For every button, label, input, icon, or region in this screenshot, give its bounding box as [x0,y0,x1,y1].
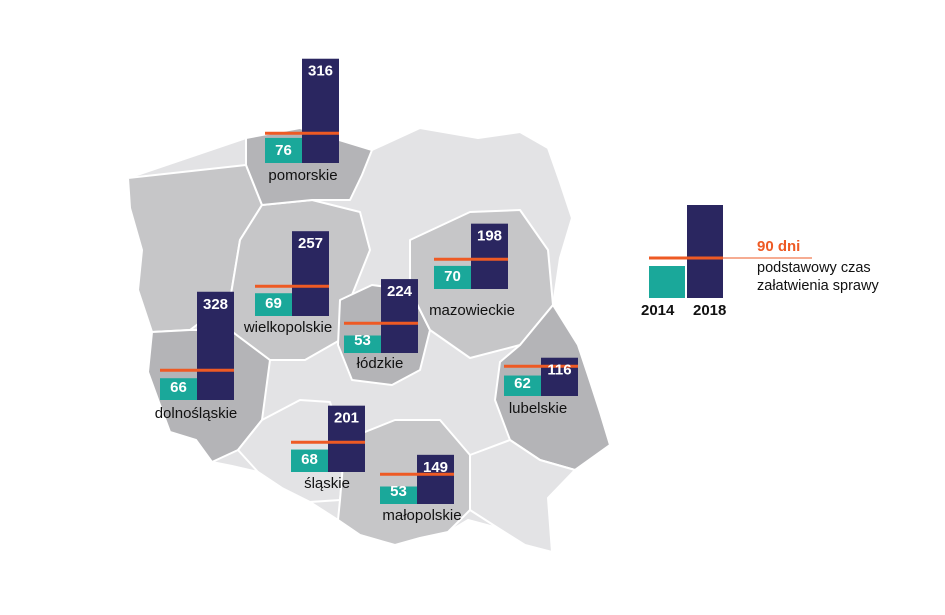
value-2014-łódzkie: 53 [354,332,371,349]
bar-2018-mazowieckie [471,223,508,289]
region-group-małopolskie: 53 149 małopolskie [380,454,462,524]
bar-2018-łódzkie [381,279,418,353]
bar-2018-śląskie [328,405,365,472]
legend-year-2018: 2018 [693,302,726,319]
region-label-małopolskie: małopolskie [382,507,461,524]
region-group-pomorskie: 76 316 pomorskie [265,58,339,184]
value-2018-lubelskie: 116 [547,362,571,379]
bar-2014-dolnośląskie [160,378,197,400]
region-malopolskie [337,419,471,546]
bar-2018-małopolskie [417,454,454,504]
legend-reference-desc-line1: podstawowy czas [757,260,871,276]
value-2018-dolnośląskie: 328 [203,296,228,313]
value-2018-łódzkie: 224 [387,283,413,300]
value-2018-śląskie: 201 [334,410,359,427]
value-2014-małopolskie: 53 [390,483,407,500]
region-podkarpackie [469,439,576,553]
region-group-mazowieckie: 70 198 mazowieckie [429,223,515,319]
region-group-dolnośląskie: 66 328 dolnośląskie [155,291,238,422]
bar-2014-pomorskie [265,137,302,163]
bar-2018-wielkopolskie [292,231,329,316]
legend-year-2014: 2014 [641,302,675,319]
region-bars: 76 316 pomorskie 69 257 wielkopolskie 66 328 dol… [155,58,578,524]
region-group-śląskie: 68 201 śląskie [291,405,365,492]
value-2014-pomorskie: 76 [275,142,292,159]
region-group-wielkopolskie: 69 257 wielkopolskie [243,231,332,336]
region-label-pomorskie: pomorskie [268,167,337,184]
region-group-lubelskie: 62 116 lubelskie [504,357,578,417]
value-2014-mazowieckie: 70 [444,268,461,285]
region-label-łódzkie: łódzkie [357,355,404,372]
bar-2014-lubelskie [504,375,541,396]
bar-2014-mazowieckie [434,265,471,289]
region-label-mazowieckie: mazowieckie [429,302,515,319]
legend-bar-2014 [649,266,685,298]
value-2018-wielkopolskie: 257 [298,235,323,252]
bar-2014-łódzkie [344,335,381,353]
legend-reference-label: 90 dni [757,238,800,255]
bar-2018-lubelskie [541,357,578,396]
region-label-lubelskie: lubelskie [509,400,567,417]
value-2014-śląskie: 68 [301,451,318,468]
legend-reference-desc-line2: załatwienia sprawy [757,278,879,294]
bar-2014-wielkopolskie [255,293,292,316]
region-label-śląskie: śląskie [304,475,350,492]
value-2018-małopolskie: 149 [423,459,448,476]
legend: 90 dni podstawowy czas załatwienia spraw… [641,205,879,319]
value-2018-mazowieckie: 198 [477,228,502,245]
region-group-łódzkie: 53 224 łódzkie [344,279,418,372]
bar-2018-dolnośląskie [197,291,234,400]
value-2014-wielkopolskie: 69 [265,295,282,312]
value-2014-lubelskie: 62 [514,375,531,392]
region-label-dolnośląskie: dolnośląskie [155,405,238,422]
value-2014-dolnośląskie: 66 [170,379,187,396]
value-2018-pomorskie: 316 [308,63,333,80]
region-label-wielkopolskie: wielkopolskie [243,319,332,336]
legend-bar-2018 [687,205,723,298]
bar-2014-śląskie [291,449,328,472]
bar-2018-pomorskie [302,58,339,163]
bar-2014-małopolskie [380,486,417,504]
